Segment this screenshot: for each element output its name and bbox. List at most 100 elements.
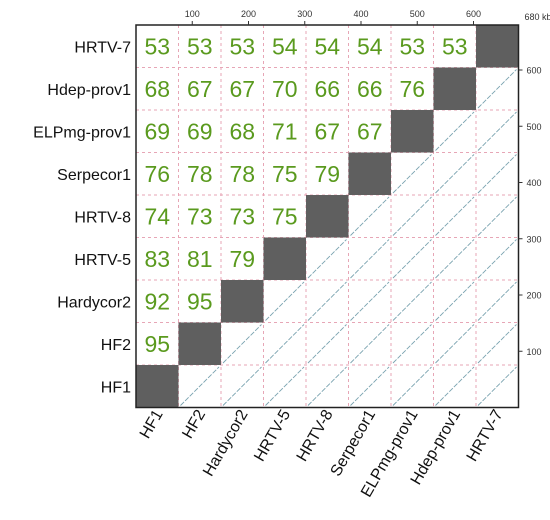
alignment-trace	[350, 239, 390, 279]
alignment-trace	[477, 111, 517, 151]
top-axis-tick-label: 300	[297, 9, 312, 19]
identity-value: 53	[144, 33, 170, 59]
top-axis-tick-label: 400	[353, 9, 368, 19]
top-axis-tick-label: 600	[466, 9, 481, 19]
alignment-trace	[222, 366, 262, 406]
self-block-hrtv-5	[263, 237, 306, 280]
self-block-hf1	[136, 365, 179, 408]
alignment-trace	[392, 281, 432, 321]
identity-values: 53 53 53 54 54 54 53 53 68 67 67 70 66 66 76 69 69 68 71 67…	[144, 33, 467, 357]
self-block-hdep-prov1	[433, 67, 476, 110]
identity-value: 75	[272, 203, 298, 229]
identity-value: 54	[357, 33, 383, 59]
alignment-trace	[307, 281, 347, 321]
alignment-trace	[392, 154, 432, 194]
column-label-hf2: HF2	[179, 407, 209, 442]
identity-value: 53	[399, 33, 425, 59]
alignment-trace	[435, 239, 475, 279]
row-label-elpmg-prov1: ELPmg-prov1	[33, 124, 131, 141]
column-label-hrtv-8: HRTV-8	[294, 407, 337, 465]
identity-value: 68	[144, 76, 170, 102]
identity-value: 81	[187, 246, 213, 272]
top-axis-unit-label: 680 kb	[525, 12, 550, 22]
alignment-trace	[392, 324, 432, 364]
self-block-serpecor1	[348, 152, 391, 195]
identity-value: 71	[272, 118, 298, 144]
alignment-trace	[477, 366, 517, 406]
alignment-trace	[350, 196, 390, 236]
right-axis-tick-label: 500	[527, 122, 542, 132]
identity-value: 69	[144, 118, 170, 144]
dotplot-marks	[180, 69, 517, 406]
identity-value: 73	[229, 203, 255, 229]
row-label-serpecor1: Serpecor1	[57, 167, 131, 184]
identity-value: 78	[187, 161, 213, 187]
identity-value: 54	[314, 33, 340, 59]
alignment-trace	[477, 154, 517, 194]
identity-value: 95	[187, 288, 213, 314]
identity-value: 76	[144, 161, 170, 187]
alignment-trace	[477, 69, 517, 109]
alignment-trace	[265, 366, 305, 406]
alignment-trace	[435, 366, 475, 406]
alignment-trace	[477, 281, 517, 321]
top-axis-tick-label: 200	[241, 9, 256, 19]
right-axis-tick-label: 400	[527, 178, 542, 188]
axes: 100 200 300 400 500 600 680 kb 600 500 400 300 200 1…	[185, 9, 550, 357]
alignment-trace	[477, 324, 517, 364]
alignment-trace	[307, 366, 347, 406]
alignment-trace	[435, 196, 475, 236]
row-label-hf2: HF2	[101, 337, 131, 354]
alignment-trace	[435, 154, 475, 194]
alignment-trace	[477, 239, 517, 279]
alignment-trace	[392, 196, 432, 236]
top-axis-tick-label: 100	[185, 9, 200, 19]
identity-value: 74	[144, 203, 170, 229]
identity-value: 83	[144, 246, 170, 272]
row-label-hdep-prov1: Hdep-prov1	[47, 82, 131, 99]
right-axis-tick-label: 100	[527, 347, 542, 357]
row-label-hrtv-8: HRTV-8	[74, 209, 131, 226]
alignment-trace	[392, 366, 432, 406]
identity-value: 69	[187, 118, 213, 144]
identity-value: 70	[272, 76, 298, 102]
alignment-trace	[392, 239, 432, 279]
identity-value: 54	[272, 33, 298, 59]
row-label-hf1: HF1	[101, 379, 131, 396]
alignment-trace	[307, 239, 347, 279]
identity-value: 67	[357, 118, 383, 144]
top-axis-tick-label: 500	[410, 9, 425, 19]
alignment-trace	[307, 324, 347, 364]
identity-value: 67	[187, 76, 213, 102]
row-label-hardycor2: Hardycor2	[57, 294, 131, 311]
identity-value: 66	[357, 76, 383, 102]
identity-value: 68	[229, 118, 255, 144]
self-block-elpmg-prov1	[391, 110, 434, 153]
self-block-hrtv-7	[476, 25, 519, 68]
identity-value: 67	[314, 118, 340, 144]
alignment-trace	[350, 281, 390, 321]
identity-value: 73	[187, 203, 213, 229]
identity-value: 76	[399, 76, 425, 102]
plot-frame	[135, 24, 520, 409]
right-axis-tick-label: 600	[527, 66, 542, 76]
identity-value: 53	[187, 33, 213, 59]
identity-value: 67	[229, 76, 255, 102]
identity-value: 78	[229, 161, 255, 187]
alignment-trace	[350, 366, 390, 406]
column-label-hrtv-5: HRTV-5	[251, 407, 294, 465]
right-axis-tick-label: 300	[527, 234, 542, 244]
identity-value: 79	[229, 246, 255, 272]
alignment-trace	[265, 281, 305, 321]
identity-value: 66	[314, 76, 340, 102]
row-label-hrtv-7: HRTV-7	[74, 39, 131, 56]
identity-value: 95	[144, 331, 170, 357]
self-block-hf2	[178, 322, 221, 365]
alignment-trace	[180, 366, 220, 406]
alignment-trace	[222, 324, 262, 364]
self-block-hrtv-8	[306, 195, 349, 238]
alignment-trace	[435, 281, 475, 321]
column-label-hf1: HF1	[137, 407, 167, 442]
column-label-hrtv-7: HRTV-7	[464, 407, 507, 465]
alignment-trace	[435, 111, 475, 151]
